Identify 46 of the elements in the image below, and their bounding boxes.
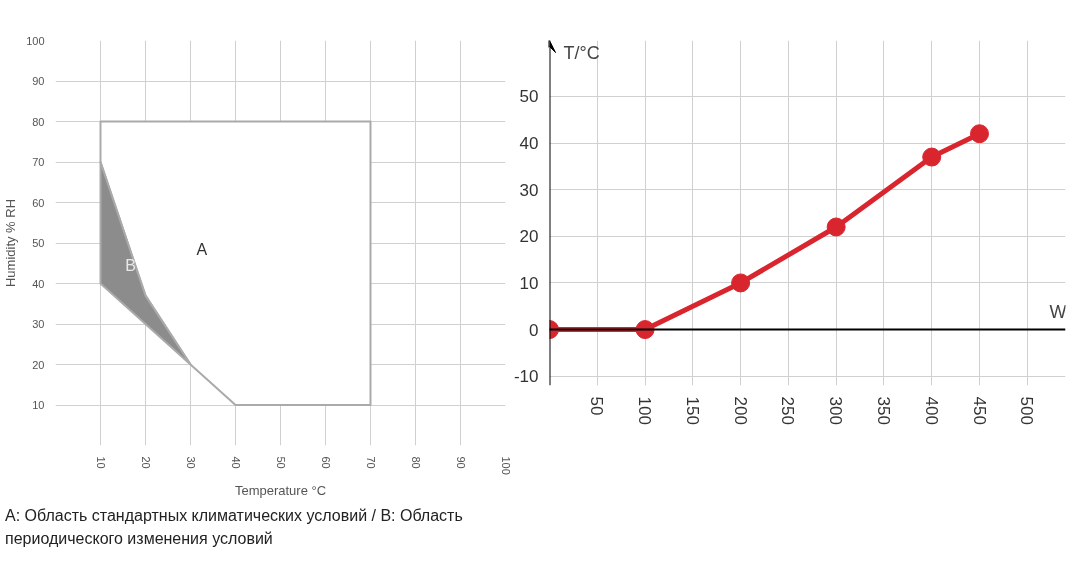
- x-tick-label: 150: [682, 396, 702, 425]
- point: [970, 124, 989, 144]
- x-tick-label: 90: [454, 456, 467, 469]
- y-tick-label: 20: [32, 358, 45, 371]
- y-tick-label: 90: [32, 75, 45, 87]
- point: [922, 147, 942, 167]
- x-tick-label: 80: [409, 456, 422, 469]
- y-tick-label: 30: [32, 318, 45, 330]
- x-tick-label: 100: [499, 456, 512, 475]
- y-tick-label: 70: [32, 156, 45, 168]
- y-tick-label: 40: [32, 277, 45, 290]
- point: [731, 273, 751, 293]
- y-tick-label: 20: [519, 227, 539, 247]
- point: [826, 217, 846, 237]
- x-tick-label: 350: [873, 396, 893, 425]
- y-axis-title: T/°C: [563, 42, 600, 63]
- y-tick-label: 100: [26, 34, 45, 47]
- x-tick-label: 450: [969, 396, 989, 425]
- series-label: A: [196, 241, 208, 259]
- x-tick-label: 50: [274, 456, 287, 469]
- y-tick-label: 10: [519, 273, 539, 293]
- y-axis-title: Humidity % RH: [3, 198, 19, 288]
- x-tick-label: 300: [826, 396, 846, 425]
- series-label: B: [125, 256, 136, 274]
- y-tick-label: 0: [529, 320, 539, 340]
- x-tick-label: 100: [635, 396, 655, 425]
- y-tick-label: 40: [519, 134, 539, 154]
- y-tick-label: 60: [32, 196, 45, 209]
- x-tick-label: 500: [1017, 396, 1037, 425]
- x-tick-label: 70: [364, 456, 377, 469]
- x-tick-label: 50: [587, 396, 607, 416]
- x-tick-label: 30: [184, 456, 197, 469]
- y-tick-label: 30: [519, 180, 539, 200]
- x-tick-label: 400: [921, 396, 941, 425]
- x-tick-label: 60: [319, 456, 332, 469]
- x-tick-label: 20: [139, 456, 152, 469]
- x-tick-label: 40: [229, 456, 242, 469]
- y-tick-label: 50: [32, 237, 45, 249]
- x-tick-label: 200: [730, 396, 750, 425]
- x-tick-label: 10: [94, 456, 107, 469]
- x-tick-label: 250: [778, 396, 798, 425]
- x-axis-title: Temperature °C: [234, 482, 327, 498]
- y-tick-label: 80: [32, 115, 45, 128]
- text: A: Область стандартных климатических условий / B: Область периодического изменения условий: [5, 506, 464, 549]
- y-tick-label: 50: [519, 87, 539, 107]
- y-tick-label: -10: [513, 367, 539, 387]
